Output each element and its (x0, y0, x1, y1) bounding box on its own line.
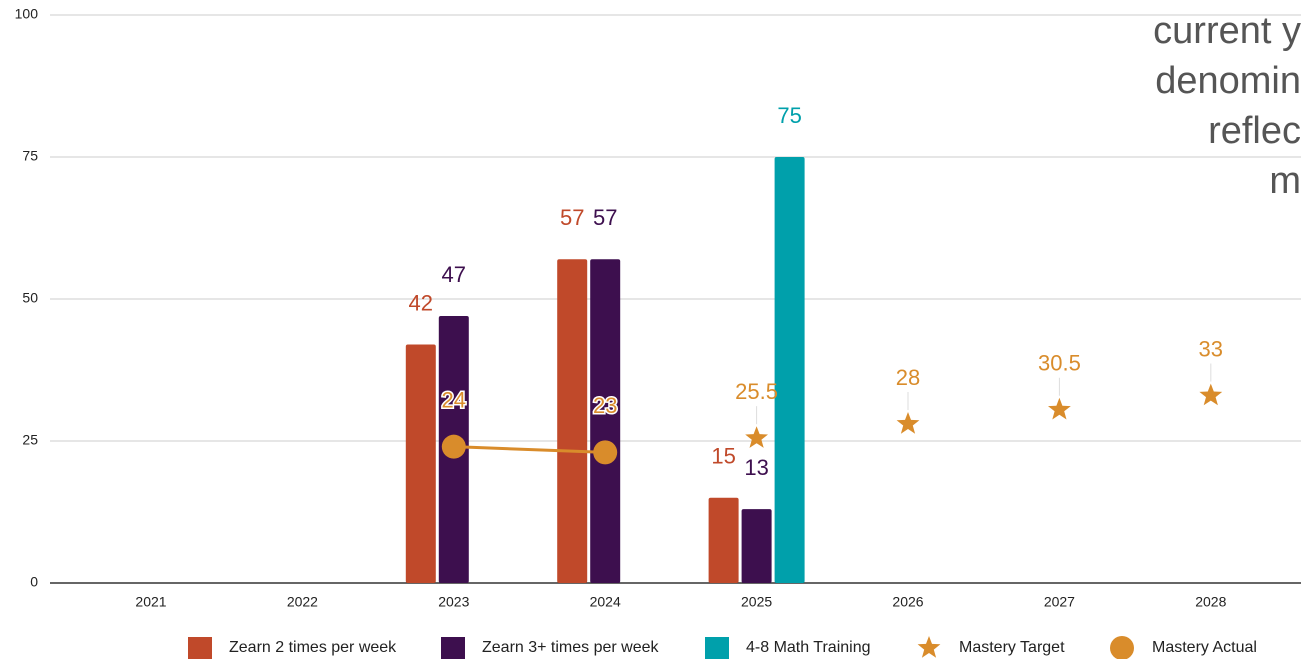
data-label: 57 (560, 205, 584, 230)
point (593, 440, 618, 465)
bar (741, 509, 772, 583)
x-tick-label: 2023 (438, 594, 469, 610)
bar (405, 344, 436, 583)
x-tick-label: 2026 (892, 594, 923, 610)
data-label: 33 (1199, 336, 1223, 361)
data-label: 42 (409, 290, 433, 315)
star (1199, 383, 1223, 406)
data-label: 13 (744, 455, 768, 480)
data-label: 15 (711, 444, 735, 469)
y-tick-label: 25 (22, 432, 38, 448)
data-label: 23 (593, 393, 617, 418)
legend-label: Mastery Actual (1152, 639, 1257, 656)
star (896, 412, 920, 434)
point (441, 434, 466, 459)
legend-swatch (441, 637, 465, 659)
line (453, 445, 606, 454)
bar (708, 497, 739, 583)
legend-label: 4-8 Math Training (746, 639, 871, 656)
legend-label: Mastery Target (959, 639, 1065, 656)
data-label: 30.5 (1038, 351, 1081, 376)
annotation: m (1269, 160, 1301, 202)
y-tick-label: 100 (15, 6, 39, 22)
annotation: reflec (1208, 110, 1301, 152)
x-tick-label: 2025 (741, 594, 772, 610)
legend-swatch (917, 636, 941, 658)
star (745, 426, 768, 448)
data-label: 47 (442, 262, 466, 287)
x-tick-label: 2024 (590, 594, 621, 610)
legend-swatch (188, 637, 212, 659)
annotation: current y (1153, 10, 1301, 52)
data-label: 25.5 (735, 379, 778, 404)
bar (590, 259, 621, 583)
bar (774, 157, 805, 583)
data-label: 24 (442, 387, 466, 412)
x-tick-label: 2028 (1195, 594, 1226, 610)
legend-label: Zearn 3+ times per week (482, 639, 660, 656)
y-tick-label: 75 (22, 148, 38, 164)
x-tick-label: 2022 (287, 594, 318, 610)
y-tick-label: 50 (22, 290, 38, 306)
legend-swatch (1110, 636, 1134, 659)
legend-label: Zearn 2 times per week (229, 639, 397, 656)
annotation: denomin (1155, 60, 1301, 102)
data-label: 57 (593, 205, 617, 230)
y-tick-label: 0 (30, 574, 38, 590)
star (1048, 397, 1071, 420)
x-tick-label: 2027 (1044, 594, 1075, 610)
data-label: 75 (777, 103, 801, 128)
legend-swatch (705, 637, 729, 659)
data-label: 28 (896, 365, 920, 390)
x-tick-label: 2021 (135, 594, 166, 610)
bar (557, 259, 588, 583)
